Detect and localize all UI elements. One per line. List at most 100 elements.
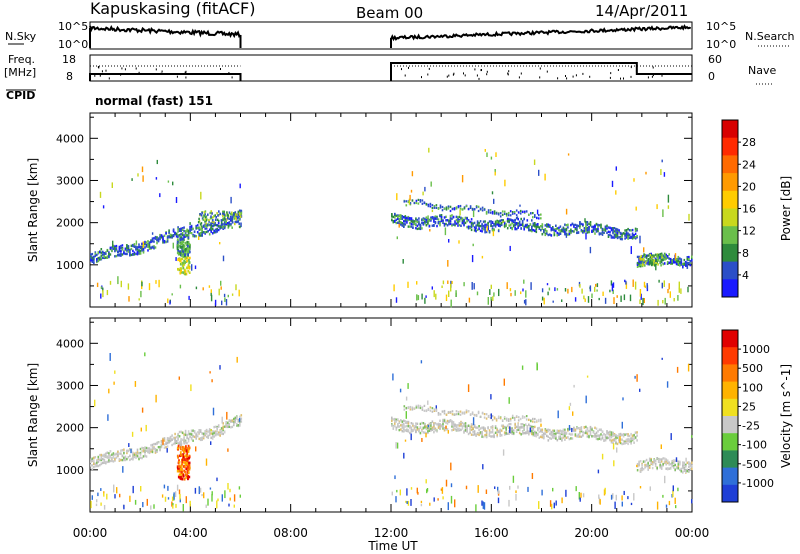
echo-cell (150, 448, 152, 451)
echo-cell (467, 225, 470, 229)
echo-cell (609, 230, 611, 234)
echo-cell (449, 410, 452, 414)
echo-cell (407, 225, 410, 228)
echo-cell (627, 227, 629, 231)
echo-cell (403, 408, 406, 411)
echo-cell (178, 228, 181, 231)
echo-cell (228, 222, 231, 225)
echo-cell (109, 253, 112, 256)
echo-cell (121, 454, 124, 457)
scatter-speck (673, 298, 675, 302)
echo-cell (460, 224, 462, 227)
scatter-speck (546, 283, 549, 286)
colorbar-tick-label: -1000 (742, 477, 774, 490)
echo-cell (225, 425, 227, 429)
echo-cell (130, 247, 133, 251)
scatter-speck (427, 215, 429, 222)
scatter-speck (678, 281, 680, 290)
scatter-speck (216, 477, 218, 482)
echo-cell (643, 253, 645, 256)
echo-cell (392, 221, 395, 224)
echo-cell (647, 466, 649, 470)
echo-cell (543, 436, 545, 439)
echo-cell (230, 222, 232, 226)
echo-cell (475, 433, 477, 436)
scatter-speck (433, 290, 435, 298)
echo-cell (624, 441, 626, 445)
echo-cell (552, 436, 554, 439)
echo-cell (686, 261, 689, 265)
echo-cell (509, 218, 512, 221)
echo-cell (610, 228, 613, 232)
echo-cell (401, 425, 404, 428)
scatter-speck (205, 504, 207, 508)
scatter-speck (610, 494, 613, 500)
echo-cell (139, 456, 142, 459)
echo-cell (190, 429, 193, 432)
echo-cell (606, 432, 608, 435)
scatter-speck (487, 297, 489, 305)
echo-cell (677, 255, 680, 259)
scatter-speck (509, 426, 511, 433)
echo-cell (479, 427, 482, 430)
echo-cell (512, 224, 515, 228)
scatter-speck (410, 487, 413, 490)
echo-cell (214, 223, 217, 227)
echo-cell (558, 435, 560, 438)
echo-cell (429, 409, 432, 412)
noise-tick-low-right: 10^0 (706, 38, 736, 51)
scatter-speck (616, 295, 618, 298)
echo-cell (650, 252, 652, 256)
echo-cell (538, 430, 541, 433)
echo-cell (565, 227, 568, 231)
echo-cell (592, 431, 595, 434)
echo-cell (175, 232, 178, 235)
echo-cell (186, 434, 188, 437)
echo-cell (647, 260, 649, 263)
echo-cell (145, 449, 148, 452)
echo-cell (404, 220, 407, 223)
echo-cell (93, 456, 95, 459)
scatter-speck (655, 264, 657, 271)
scatter-speck (494, 486, 496, 489)
echo-cell (418, 217, 420, 220)
nave-dip (428, 67, 430, 70)
echo-cell (485, 431, 488, 434)
scatter-speck (178, 376, 180, 380)
echo-cell (428, 427, 431, 430)
echo-cell (655, 262, 657, 265)
time-tick-label: 00:00 (73, 526, 108, 540)
echo-plume-cell (186, 441, 188, 445)
scatter-speck (467, 384, 470, 393)
scatter-speck (141, 281, 143, 287)
echo-cell (568, 432, 571, 436)
echo-cell (392, 418, 395, 421)
echo-cell (240, 420, 243, 423)
echo-plume-cell (186, 469, 189, 473)
echo-cell (521, 415, 524, 418)
echo-cell (148, 243, 151, 247)
scatter-speck (623, 490, 625, 495)
scatter-speck (175, 257, 177, 261)
time-tick-label: 00:00 (675, 526, 710, 540)
scatter-speck (639, 299, 641, 305)
echo-cell (470, 223, 473, 226)
echo-cell (639, 470, 642, 473)
echo-cell (117, 250, 119, 253)
scatter-speck (117, 276, 119, 285)
nave-dip (108, 77, 110, 80)
echo-cell (500, 219, 503, 222)
echo-cell (511, 211, 514, 214)
scatter-speck (675, 505, 677, 509)
echo-cell (477, 412, 480, 415)
echo-cell (591, 428, 593, 431)
scatter-speck (219, 365, 221, 370)
echo-cell (579, 226, 581, 229)
scatter-speck (581, 288, 583, 294)
echo-cell (236, 220, 238, 224)
echo-cell (199, 234, 202, 237)
echo-cell (391, 424, 393, 427)
scatter-speck (238, 486, 241, 490)
echo-cell (618, 433, 620, 436)
echo-cell (525, 210, 528, 213)
